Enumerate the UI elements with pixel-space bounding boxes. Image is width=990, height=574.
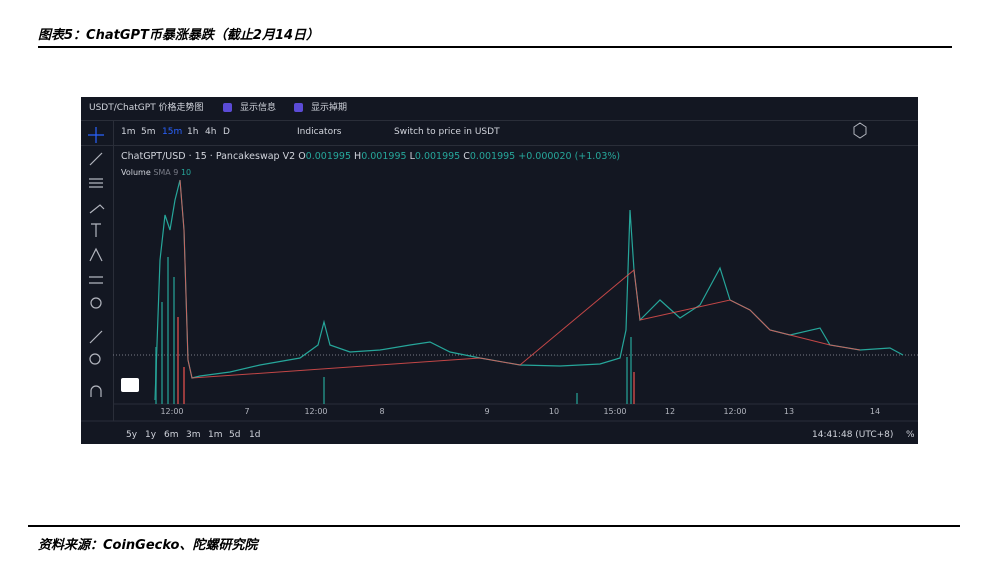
clock: 14:41:48 (UTC+8) — [812, 430, 894, 440]
legend: ChatGPT/USD · 15 · Pancakeswap V2 O0.001… — [121, 151, 621, 162]
option[interactable]: 显示信息 — [240, 103, 277, 113]
change: +0.000020 (+1.03%) — [518, 151, 621, 162]
divider — [81, 120, 918, 121]
divider — [113, 121, 114, 421]
ohlc-value: 0.001995 — [469, 151, 516, 162]
widget-title: USDT/ChatGPT 价格走势图 — [89, 103, 204, 113]
sma-value: 10 — [180, 168, 192, 177]
price-trace-down — [179, 179, 861, 379]
tool-icons — [88, 127, 105, 397]
x-tick-label: 12:00 — [160, 407, 184, 416]
percent-toggle[interactable]: % — [906, 430, 915, 440]
range[interactable]: 5d — [229, 430, 241, 440]
interval[interactable]: 5m — [141, 127, 156, 137]
header-rule — [38, 46, 952, 48]
tradingview-widget: USDT/ChatGPT 价格走势图 显示信息 显示掉期 1m 5m 15m 1… — [81, 97, 918, 444]
interval-active[interactable]: 15m — [162, 127, 183, 137]
ohlc-value: 0.001995 — [361, 151, 407, 162]
x-tick-label: 8 — [379, 407, 385, 416]
ohlc-value: 0.001995 — [414, 151, 461, 162]
settings-icon[interactable] — [853, 122, 867, 139]
x-tick-label: 12 — [664, 407, 676, 416]
ohlc-value: 0.001995 — [305, 151, 352, 162]
ohlc-label: L — [409, 151, 415, 162]
interval: 15 — [194, 151, 207, 162]
x-tick-label: 9 — [484, 407, 490, 416]
range[interactable]: 1m — [208, 430, 223, 440]
range[interactable]: 3m — [186, 430, 201, 440]
exchange: Pancakeswap V2 — [215, 151, 296, 162]
x-tick-label: 10 — [548, 407, 560, 416]
source: 资料来源：CoinGecko、陀螺研究院 — [38, 538, 258, 553]
sma-label: SMA 9 — [153, 168, 179, 177]
chart-drawing — [81, 122, 918, 422]
interval[interactable]: 1h — [187, 127, 199, 137]
range[interactable]: 5y — [126, 430, 138, 440]
indicators-button[interactable]: Indicators — [297, 127, 342, 137]
x-tick-label: 13 — [783, 407, 795, 416]
range[interactable]: 1y — [145, 430, 157, 440]
switch-button[interactable]: Switch to price in USDT — [394, 127, 500, 137]
figure-title: 图表5：ChatGPT币暴涨暴跌（截止2月14日） — [38, 28, 320, 43]
ohlc-label: O — [298, 151, 306, 162]
interval[interactable]: 4h — [205, 127, 217, 137]
logo — [121, 378, 139, 392]
checkbox[interactable] — [223, 103, 232, 112]
footer-rule — [28, 525, 960, 527]
x-tick-label: 12:00 — [723, 407, 747, 416]
x-tick-label: 15:00 — [603, 407, 627, 416]
ohlc-label: C — [463, 151, 470, 162]
checkbox[interactable] — [294, 103, 303, 112]
x-tick-label: 7 — [244, 407, 250, 416]
interval[interactable]: 1m — [121, 127, 136, 137]
option[interactable]: 显示掉期 — [311, 103, 348, 113]
interval[interactable]: D — [223, 127, 230, 137]
volume-label: Volume — [121, 168, 151, 177]
symbol: ChatGPT/USD — [121, 151, 186, 162]
x-tick-label: 14 — [869, 407, 881, 416]
volume-bars — [155, 257, 632, 404]
range[interactable]: 6m — [164, 430, 179, 440]
price-trace — [154, 179, 904, 401]
volume-bars — [177, 317, 635, 404]
range[interactable]: 1d — [249, 430, 261, 440]
volume-legend: Volume SMA 9 10 — [121, 167, 191, 179]
x-tick-label: 12:00 — [304, 407, 328, 416]
ohlc-label: H — [354, 151, 362, 162]
divider — [81, 145, 918, 146]
